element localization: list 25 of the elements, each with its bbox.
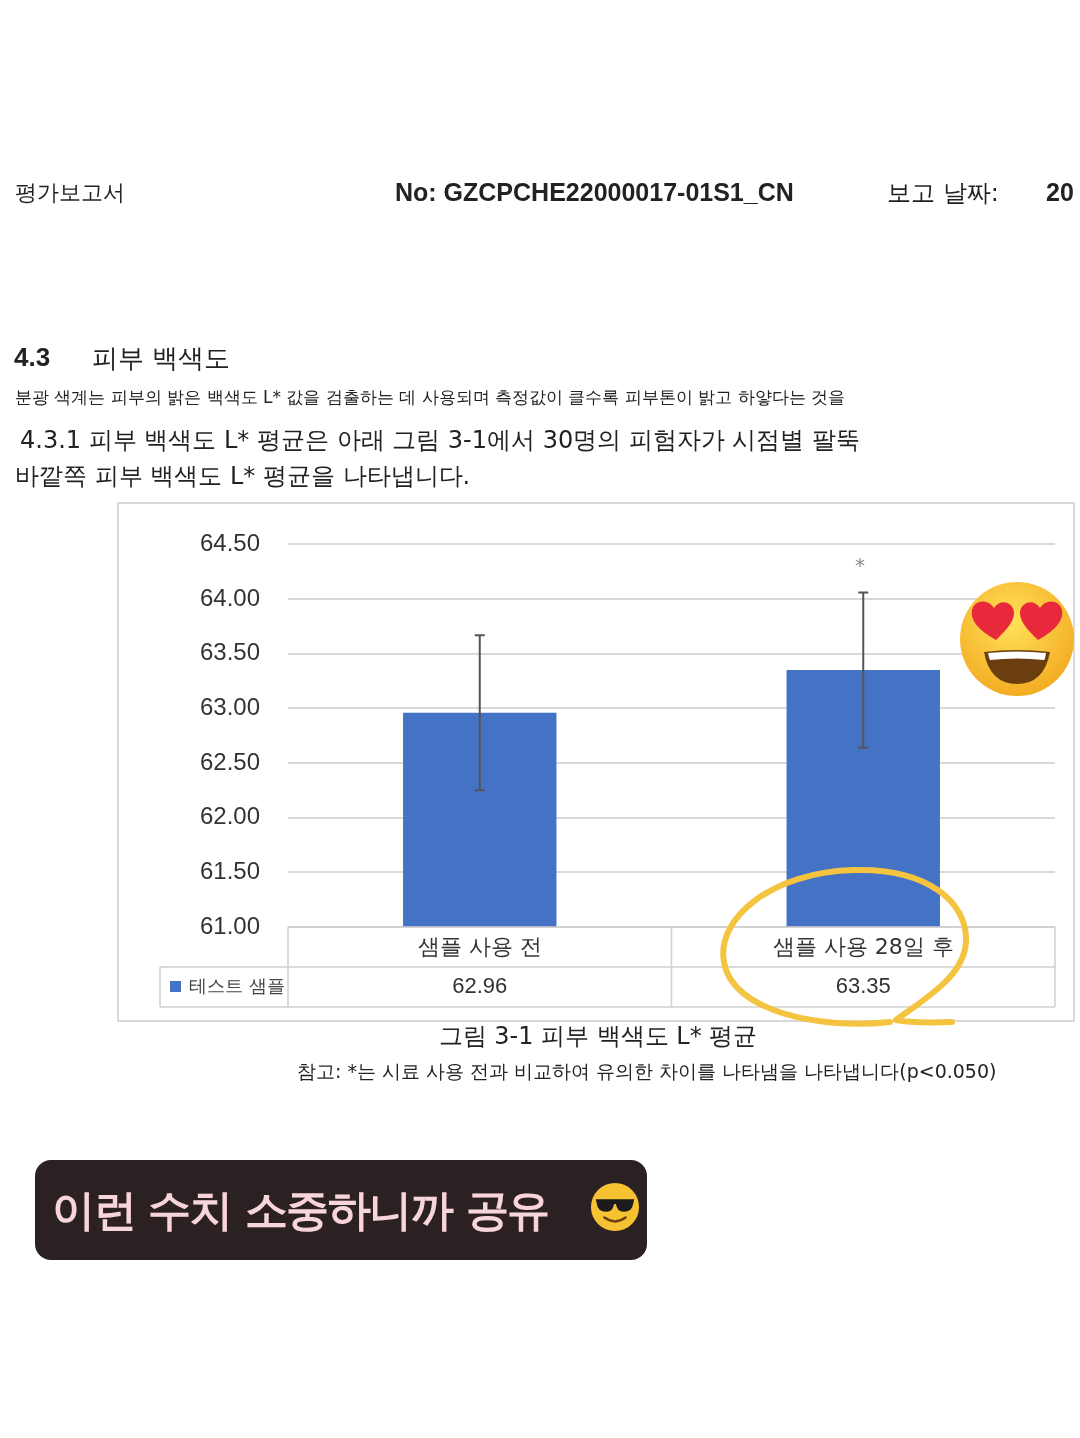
text: 참고: *는 시료 사용 전과 비교하여 유의한 차이를 나타냄을 나타냅니다(p<0.050) xyxy=(297,1059,997,1084)
y-tick-label: 64.00 xyxy=(199,583,260,611)
legend-label: 테스트 샘플 xyxy=(189,974,285,996)
text: 이런 수치 소중하니까 공유 xyxy=(52,1184,549,1237)
text: 보고 날짜: xyxy=(887,178,999,209)
text: 분광 색계는 피부의 밝은 백색도 L* 값을 검출하는 데 사용되며 측정값이 클수록 피부톤이 밝고 하얗다는 것을 xyxy=(15,386,846,409)
text: 4.3 xyxy=(14,342,51,373)
y-tick-label: 64.50 xyxy=(199,529,260,557)
y-tick-label: 62.50 xyxy=(199,747,260,775)
annotation: * xyxy=(855,553,865,577)
text: 20 xyxy=(1046,178,1074,207)
x-tick-label: 샘플 사용 28일 후 xyxy=(772,933,954,959)
text: 평가보고서 xyxy=(15,179,125,207)
data-label: 62.96 xyxy=(452,973,508,999)
text: 4.3.1 피부 백색도 L* 평균은 아래 그림 3-1에서 30명의 피험자가 시점별 팔뚝 바깥쪽 피부 백색도 L* 평균을 나타냅니다. xyxy=(15,425,862,492)
text: No: GZCPCHE22000017-01S1_CN xyxy=(395,178,794,207)
y-tick-label: 63.00 xyxy=(199,693,260,720)
y-tick-label: 63.50 xyxy=(199,638,260,666)
data-label: 63.35 xyxy=(835,973,891,999)
y-tick-label: 61.00 xyxy=(199,911,260,939)
y-tick-label: 62.00 xyxy=(199,802,260,830)
text: 피부 백색도 xyxy=(92,342,231,375)
y-tick-label: 61.50 xyxy=(199,856,260,884)
x-tick-label: 샘플 사용 전 xyxy=(417,933,542,959)
text: 그림 3-1 피부 백색도 L* 평균 xyxy=(437,1021,759,1052)
